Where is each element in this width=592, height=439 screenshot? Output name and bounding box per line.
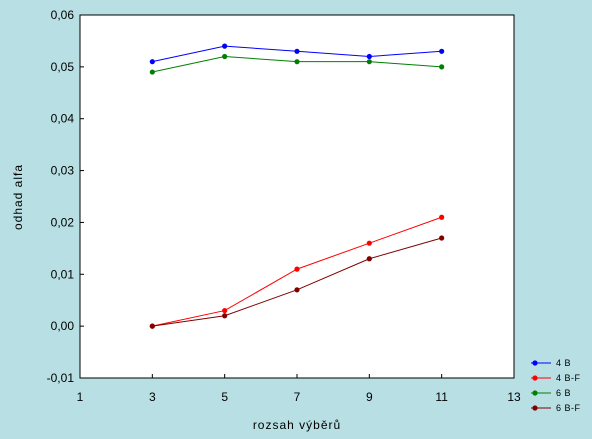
legend-item: 4 B <box>531 358 571 368</box>
y-tick-label: 0,05 <box>51 60 75 74</box>
data-point <box>366 53 372 60</box>
data-point <box>149 323 155 329</box>
x-tick-label: 11 <box>435 390 448 404</box>
x-tick-label: 1 <box>77 390 84 404</box>
legend-item: 6 B <box>531 388 571 398</box>
data-point <box>366 59 372 65</box>
x-tick-label: 7 <box>294 390 301 404</box>
legend-label: 4 B <box>556 358 571 368</box>
x-tick-label: 5 <box>221 390 228 404</box>
data-point <box>439 48 445 54</box>
data-point <box>149 69 155 75</box>
data-point <box>439 214 445 220</box>
y-tick-label: 0,01 <box>51 267 75 281</box>
y-tick-label: 0,03 <box>51 164 75 178</box>
legend-swatch-marker <box>532 360 538 366</box>
plot-area <box>79 14 515 379</box>
data-point <box>222 43 228 49</box>
data-point <box>439 64 445 70</box>
legend-swatch-marker <box>532 375 538 381</box>
series-6-b <box>149 53 445 75</box>
series-layer <box>149 43 445 329</box>
x-tick-label: 9 <box>366 390 373 404</box>
data-point <box>366 240 372 246</box>
data-point <box>294 59 300 65</box>
y-tick-label: 0,06 <box>51 8 75 22</box>
data-point <box>222 53 228 60</box>
legend-item: 4 B-F <box>531 373 581 383</box>
y-axis: -0,01 0,00 0,01 0,02 0,03 0,04 0,05 0,06 <box>47 8 84 385</box>
series-6-b-f <box>149 235 445 329</box>
y-tick-label: 0,02 <box>51 215 75 229</box>
series-4-b <box>149 43 445 65</box>
legend-label: 6 B <box>556 388 571 398</box>
legend-item: 6 B-F <box>531 403 581 413</box>
data-point <box>294 266 300 272</box>
legend-label: 6 B-F <box>556 403 581 413</box>
y-axis-label: odhad alfa <box>11 164 25 230</box>
data-point <box>222 307 228 314</box>
data-point <box>149 59 155 65</box>
y-tick-label: 0,00 <box>51 319 75 333</box>
data-point <box>294 48 300 54</box>
legend-swatch-marker <box>532 405 538 411</box>
x-tick-label: 13 <box>507 390 521 404</box>
x-axis-label: rozsah výběrů <box>253 418 341 432</box>
x-tick-label: 3 <box>149 390 156 404</box>
x-axis: 1 3 5 7 9 11 13 <box>77 374 521 404</box>
data-point <box>222 313 228 319</box>
legend-swatch-marker <box>532 390 538 396</box>
data-point <box>366 256 372 262</box>
data-point <box>294 287 300 293</box>
y-tick-label: 0,04 <box>51 112 75 126</box>
legend: 4 B 4 B-F 6 B 6 B-F <box>531 358 581 413</box>
legend-label: 4 B-F <box>556 373 581 383</box>
y-tick-label: -0,01 <box>47 371 75 385</box>
data-point <box>439 235 445 241</box>
